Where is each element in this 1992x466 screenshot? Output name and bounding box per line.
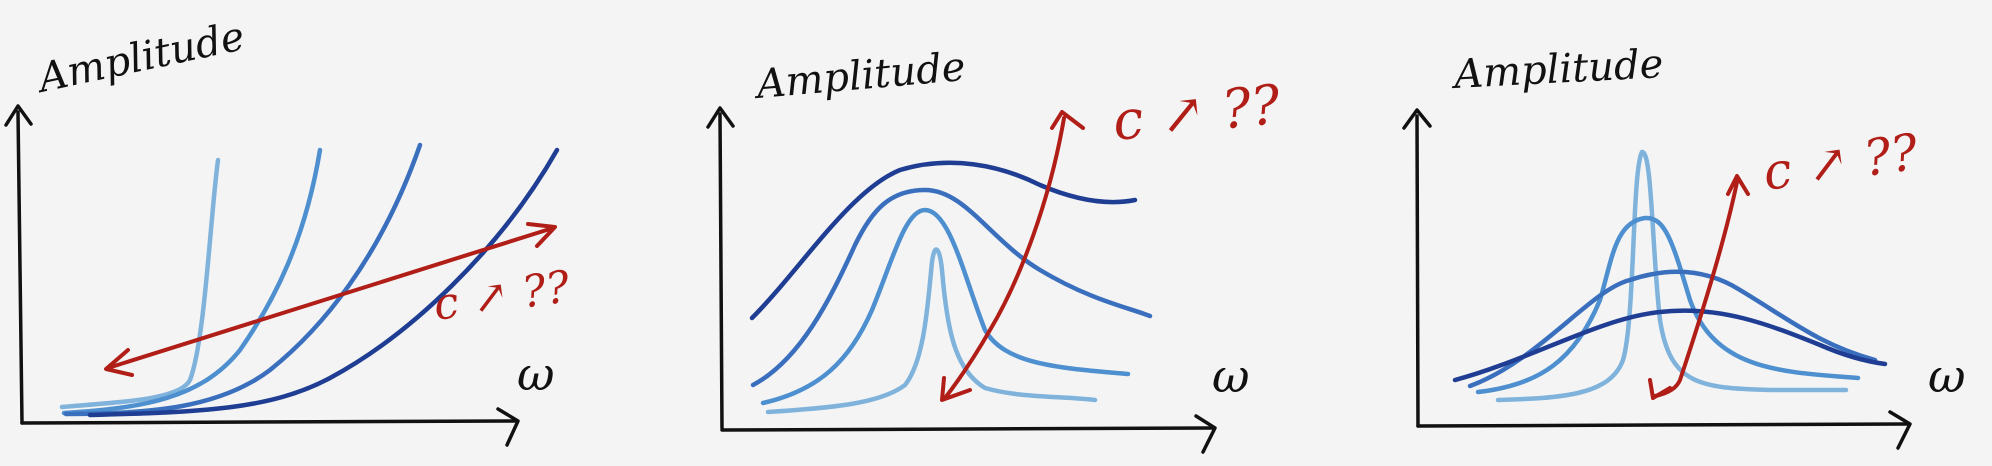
panel-3-curve-1 [1495,149,1849,403]
panel-2: Amplitude ω c ↗ ?? [706,44,1284,454]
panel-1-x-axis-label: ω [517,347,555,401]
panel-2-curve-3 [750,187,1153,388]
panel-2-y-axis [718,112,724,430]
panel-2-red-arrowhead-top [1050,110,1085,130]
panel-3-x-axis-arrowhead [1888,410,1912,450]
panel-1-y-axis [16,110,24,425]
panel-2-annotation: c ↗ ?? [1110,73,1284,153]
panel-3-y-axis-arrowhead [1402,108,1432,130]
panel-3-y-axis [1415,114,1420,428]
panel-3-red-arrow [1653,180,1739,398]
panel-1-red-arrowhead-left [104,348,134,377]
panel-1-curve-3 [63,142,423,417]
panel-3-curve-4 [1452,308,1888,383]
panel-3-y-axis-label: Amplitude [1449,41,1664,98]
panel-2-x-axis-label: ω [1212,349,1250,403]
panel-2-red-arrow [943,116,1066,400]
panel-1-annotation: c ↗ ?? [430,261,573,331]
panel-3-x-axis-label: ω [1928,349,1966,403]
panel-3-red-arrowhead-top [1726,174,1750,196]
panel-2-curve-4 [749,160,1138,321]
panel-3-red-arrowhead-bottom [1648,378,1672,400]
panel-1-curve-1 [59,157,221,410]
panel-2-y-axis-arrowhead [706,106,735,129]
panel-1-y-axis-label: Amplitude [31,13,249,102]
panel-1-red-arrowhead-right [526,222,557,248]
panel-2-curve-1 [765,247,1098,415]
panel-1: Amplitude ω c ↗ ?? [4,13,573,447]
panel-1-red-double-arrow [106,226,555,370]
panel-2-x-axis-arrowhead [1194,414,1217,454]
panel-1-curve-4 [87,147,560,418]
panel-1-y-axis-arrowhead [4,104,33,127]
panel-2-curve-2 [760,207,1131,406]
panel-3: Amplitude ω c ↗ ?? [1402,41,1966,450]
panel-2-red-arrowhead-bottom [940,376,972,402]
panel-1-curve-2 [61,147,323,416]
panel-1-x-axis [20,419,518,425]
panel-2-x-axis [720,426,1215,432]
panel-3-curve-3 [1467,269,1878,389]
panel-1-x-axis-arrowhead [496,407,520,447]
panel-3-x-axis [1416,422,1910,428]
panel-3-annotation: c ↗ ?? [1760,123,1923,202]
panel-2-y-axis-label: Amplitude [751,44,967,108]
panel-3-curve-2 [1475,215,1861,395]
